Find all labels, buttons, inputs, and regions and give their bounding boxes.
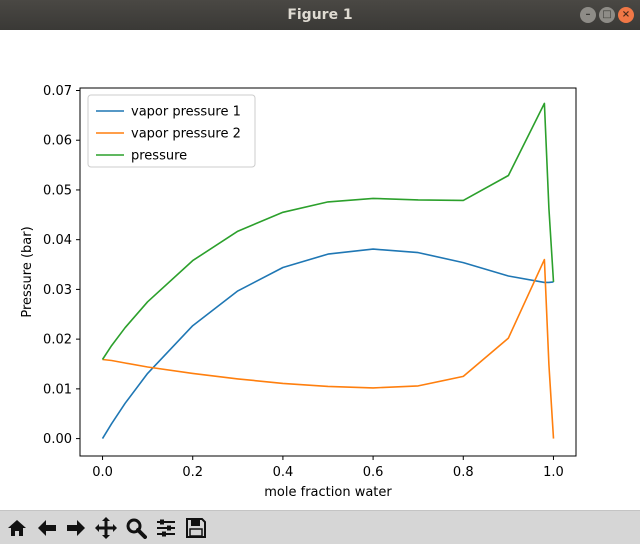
legend-label-2: vapor pressure 2	[131, 127, 241, 142]
save-button[interactable]	[183, 515, 209, 541]
home-icon	[8, 520, 26, 536]
x-tick-label: 0.0	[92, 465, 113, 480]
minimize-icon[interactable]: –	[580, 7, 596, 23]
zoom-icon	[126, 518, 147, 539]
legend-box	[87, 94, 256, 168]
legend-label-3: pressure	[131, 149, 187, 164]
series-line-3	[101, 102, 555, 360]
y-tick-label: 0.03	[43, 283, 72, 298]
window-controls: – □ ×	[577, 7, 634, 23]
line-chart: 0.0 0.2 0.4 0.6 0.8 1.0 0.00 0.01 0.02 0.03 0.04 0.…	[20, 84, 577, 500]
y-axis-label: Pressure (bar)	[20, 226, 35, 317]
x-tick-label: 0.4	[273, 465, 294, 480]
x-tick-label: 0.8	[453, 465, 474, 480]
legend-label-1: vapor pressure 1	[131, 105, 241, 120]
close-icon[interactable]: ×	[618, 7, 634, 23]
y-tick-label: 0.05	[43, 183, 72, 198]
zoom-button[interactable]	[123, 515, 149, 541]
maximize-icon[interactable]: □	[599, 7, 615, 23]
pan-icon	[95, 517, 117, 539]
title-bar[interactable]: Figure 1 – □ ×	[0, 0, 640, 30]
window-title: Figure 1	[287, 7, 353, 23]
y-tick-label: 0.01	[43, 382, 72, 397]
y-tick-label: 0.04	[43, 233, 72, 248]
figure-canvas[interactable]: 0.0 0.2 0.4 0.6 0.8 1.0 0.00 0.01 0.02 0.03 0.04 0.…	[0, 30, 640, 510]
x-axis-label: mole fraction water	[264, 485, 392, 500]
x-tick-label: 0.6	[363, 465, 384, 480]
configure-subplots-icon	[157, 519, 175, 537]
x-tick-label: 1.0	[543, 465, 564, 480]
y-tick-label: 0.00	[43, 432, 72, 447]
axes-frame	[79, 87, 577, 457]
configure-subplots-button[interactable]	[153, 515, 179, 541]
home-button[interactable]	[4, 515, 30, 541]
save-icon	[186, 518, 206, 538]
forward-icon	[67, 520, 85, 536]
series-line-1	[101, 248, 554, 440]
y-tick-label: 0.06	[43, 134, 72, 149]
forward-button[interactable]	[63, 515, 89, 541]
back-icon	[38, 520, 56, 536]
series-line-2	[102, 258, 555, 439]
back-button[interactable]	[34, 515, 60, 541]
navigation-toolbar	[0, 510, 640, 544]
x-tick-label: 0.2	[182, 465, 203, 480]
y-tick-label: 0.02	[43, 333, 72, 348]
y-tick-label: 0.07	[43, 84, 72, 99]
pan-button[interactable]	[93, 515, 119, 541]
